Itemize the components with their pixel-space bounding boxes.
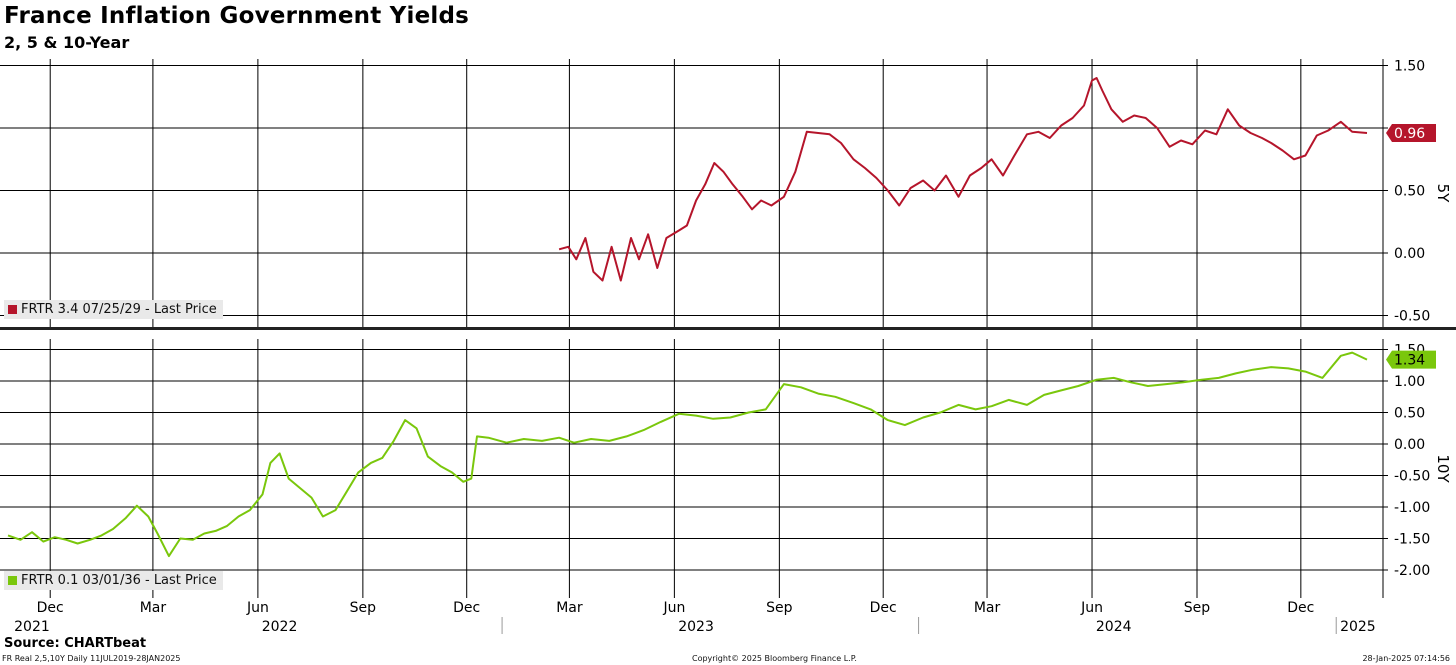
x-month-label-5: Mar	[556, 600, 583, 616]
legend-10y: FRTR 0.1 03/01/36 - Last Price	[4, 571, 223, 590]
bottom-ytick-label-1: 1.00	[1394, 374, 1425, 390]
x-year-label-2: 2023	[678, 619, 714, 635]
legend-10y-label: FRTR 0.1 03/01/36 - Last Price	[21, 573, 217, 588]
legend-5y-label: FRTR 3.4 07/25/29 - Last Price	[21, 302, 217, 317]
x-year-label-0: 2021	[14, 619, 50, 635]
bottom-ytick-label-6: -1.50	[1394, 532, 1430, 548]
top-ytick-label-3: 0.00	[1394, 246, 1425, 262]
x-month-label-2: Jun	[246, 600, 269, 616]
top-ytick-label-4: -0.50	[1394, 309, 1430, 325]
footer-timestamp: 28-Jan-2025 07:14:56	[1362, 654, 1450, 663]
x-month-label-10: Jun	[1080, 600, 1103, 616]
x-year-label-3: 2024	[1096, 619, 1132, 635]
bottom-series-line	[7, 351, 1368, 558]
x-month-label-0: Dec	[37, 600, 64, 616]
top-last-value-flag	[1386, 124, 1436, 142]
x-month-label-7: Sep	[766, 600, 793, 616]
bottom-ytick-label-4: -0.50	[1394, 469, 1430, 485]
panel-separator	[0, 327, 1456, 330]
footer-copyright: Copyright© 2025 Bloomberg Finance L.P.	[692, 654, 857, 663]
bottom-last-value-flag	[1386, 350, 1436, 369]
legend-5y: FRTR 3.4 07/25/29 - Last Price	[4, 300, 223, 319]
bottom-last-value-label: 1.34	[1394, 353, 1425, 369]
chart-title: France Inflation Government Yields	[4, 3, 470, 29]
x-year-label-4: 2025	[1340, 619, 1376, 635]
bottom-axis-label: 10Y	[1434, 454, 1452, 483]
x-month-label-1: Mar	[140, 600, 167, 616]
x-month-label-9: Mar	[974, 600, 1001, 616]
x-month-label-11: Sep	[1184, 600, 1211, 616]
x-month-label-8: Dec	[870, 600, 897, 616]
bottom-ytick-label-7: -2.00	[1394, 563, 1430, 579]
x-month-label-4: Dec	[453, 600, 480, 616]
legend-5y-swatch	[8, 305, 17, 314]
x-year-label-1: 2022	[262, 619, 298, 635]
top-last-value-label: 0.96	[1394, 126, 1425, 142]
x-month-label-12: Dec	[1287, 600, 1314, 616]
top-ytick-label-0: 1.50	[1394, 59, 1425, 75]
top-ytick-label-2: 0.50	[1394, 184, 1425, 200]
top-series-line	[558, 77, 1368, 282]
bottom-ytick-label-3: 0.00	[1394, 437, 1425, 453]
bottom-ytick-label-2: 0.50	[1394, 406, 1425, 422]
footer-series-info: FR Real 2,5,10Y Daily 11JUL2019-28JAN202…	[2, 654, 181, 663]
x-month-label-6: Jun	[662, 600, 685, 616]
legend-10y-swatch	[8, 576, 17, 585]
top-axis-label: 5Y	[1434, 184, 1452, 204]
source-note: Source: CHARTbeat	[4, 636, 147, 651]
x-month-label-3: Sep	[350, 600, 377, 616]
chart-subtitle: 2, 5 & 10-Year	[4, 33, 130, 52]
bottom-ytick-label-5: -1.00	[1394, 500, 1430, 516]
